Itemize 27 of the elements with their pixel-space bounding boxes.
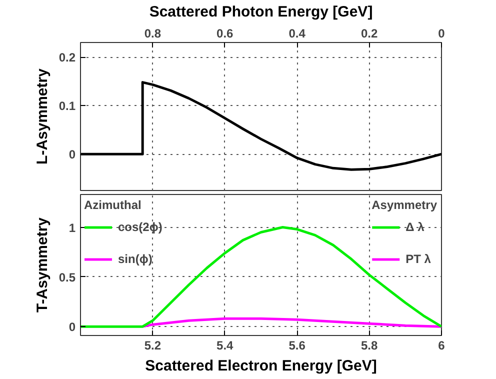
x2-tick-label: 0.6: [216, 26, 234, 40]
x-axis-title: Scattered Electron Energy [GeV]: [145, 358, 377, 374]
y-axis-title: L-Asymmetry: [34, 68, 51, 164]
x2-tick-label: 0.4: [288, 26, 306, 40]
x-tick-label: 5.2: [144, 338, 162, 352]
x2-axis-title: Scattered Photon Energy [GeV]: [149, 4, 373, 20]
legend-title: Azimuthal: [84, 198, 142, 212]
legend-label: cos(2ϕ): [118, 220, 162, 234]
x2-tick-label: 0: [438, 26, 446, 40]
y-tick-label: 1: [68, 220, 76, 235]
x2-tick-label: 0.8: [144, 26, 162, 40]
x-tick-label: 6: [438, 338, 446, 352]
x-tick-label: 5.6: [288, 338, 306, 352]
x-tick-label: 5.8: [360, 338, 378, 352]
legend-label: sin(ϕ): [118, 252, 152, 266]
y-tick-label: 0.5: [58, 270, 76, 284]
y-tick-label: 0: [68, 320, 76, 334]
annotation: Asymmetry: [372, 198, 437, 212]
line-series: [141, 317, 442, 328]
y-axis-title: T-Asymmetry: [34, 216, 51, 313]
y-tick-label: 0.2: [58, 50, 76, 65]
y-tick-label: 0.1: [58, 99, 76, 114]
annotation: PT λ: [406, 252, 431, 266]
x2-tick-label: 0.2: [360, 26, 378, 40]
annotation: Δ λ: [406, 220, 426, 234]
y-tick-label: 0: [68, 148, 76, 162]
x-tick-label: 5.4: [216, 338, 234, 352]
